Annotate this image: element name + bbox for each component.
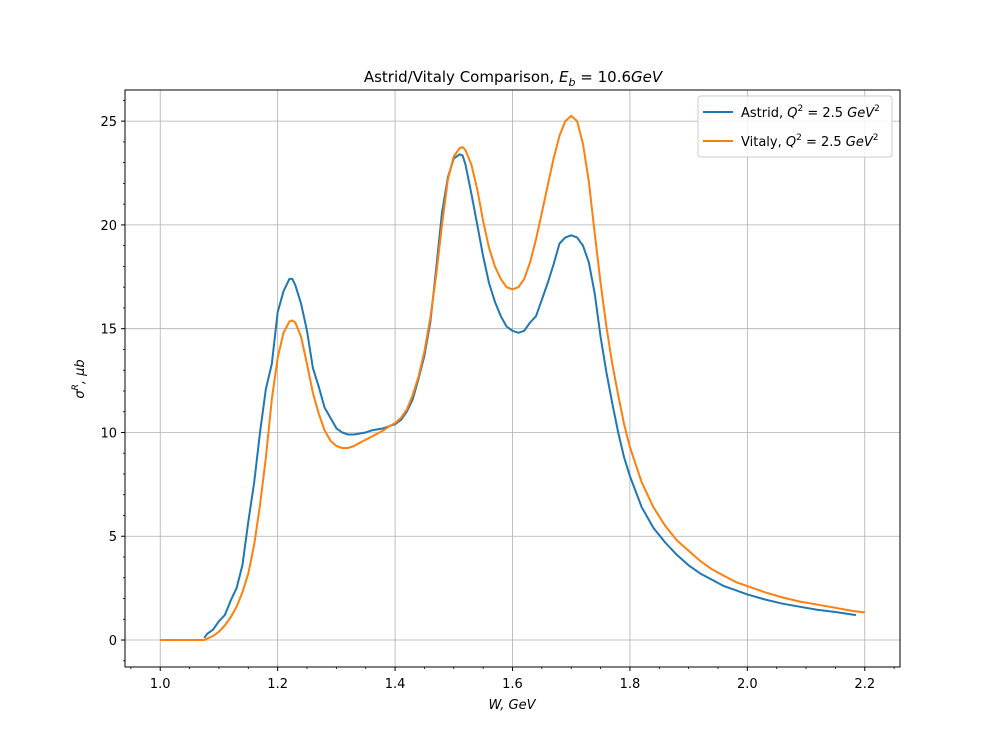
- chart-title-prefix: Astrid/Vitaly Comparison,: [364, 68, 559, 86]
- grid-layer: [125, 90, 900, 667]
- legend: Astrid, Q2 = 2.5 GeV2 Vitaly, Q2 = 2.5 G…: [697, 95, 893, 158]
- series-layer: [160, 114, 865, 641]
- x-tick-label: 1.8: [620, 677, 641, 692]
- y-axis-title: σR, μb: [71, 359, 88, 398]
- legend-box: [697, 95, 893, 158]
- series-line-0: [203, 153, 857, 639]
- legend-label-astrid: Astrid, Q2 = 2.5 GeV2: [741, 104, 880, 121]
- y-axis-title-superscript: R: [71, 384, 81, 390]
- legend-label-astrid-q-exp: 2: [797, 104, 803, 114]
- tick-layer: 1.0 1.2 1.4 1.6 1.8 2.0 2.2 0 5 10 15 20 25: [100, 99, 895, 692]
- x-tick-label: 1.6: [502, 677, 523, 692]
- x-axis-title: W, GeV: [488, 698, 536, 713]
- legend-label-vitaly-unit: GeV: [842, 135, 874, 150]
- legend-label-astrid-unit: GeV: [843, 106, 875, 121]
- legend-label-vitaly-q: Q: [786, 135, 796, 150]
- y-tick-label: 5: [109, 530, 117, 545]
- series-line-1: [160, 114, 865, 641]
- legend-label-astrid-q: Q: [787, 106, 797, 121]
- legend-label-astrid-value: = 2.5: [803, 106, 843, 121]
- x-tick-label: 1.0: [150, 677, 171, 692]
- y-axis-title-sigma: σ: [73, 390, 88, 399]
- chart-title-symbol: E: [559, 68, 569, 86]
- y-tick-label: 15: [100, 323, 117, 338]
- chart-title: Astrid/Vitaly Comparison, Eb = 10.6GeV: [364, 68, 664, 89]
- chart-title-value: = 10.6: [576, 68, 632, 86]
- x-tick-label: 2.2: [854, 677, 875, 692]
- chart-title-subscript: b: [569, 76, 576, 89]
- chart-title-unit: GeV: [631, 68, 664, 86]
- legend-label-astrid-unit-exp: 2: [874, 104, 880, 114]
- legend-label-vitaly: Vitaly, Q2 = 2.5 GeV2: [741, 133, 879, 150]
- legend-label-vitaly-q-exp: 2: [796, 133, 802, 143]
- legend-label-vitaly-prefix: Vitaly,: [741, 135, 786, 150]
- y-tick-label: 20: [100, 219, 117, 234]
- x-tick-label: 1.4: [385, 677, 406, 692]
- x-tick-label: 2.0: [737, 677, 758, 692]
- y-tick-label: 25: [100, 115, 117, 130]
- y-axis-title-unit: , μb: [73, 359, 88, 384]
- x-tick-label: 1.2: [267, 677, 288, 692]
- legend-label-vitaly-unit-exp: 2: [873, 133, 879, 143]
- legend-label-vitaly-value: = 2.5: [802, 135, 842, 150]
- y-tick-label: 0: [109, 634, 117, 649]
- y-tick-label: 10: [100, 426, 117, 441]
- legend-label-astrid-prefix: Astrid,: [741, 106, 787, 121]
